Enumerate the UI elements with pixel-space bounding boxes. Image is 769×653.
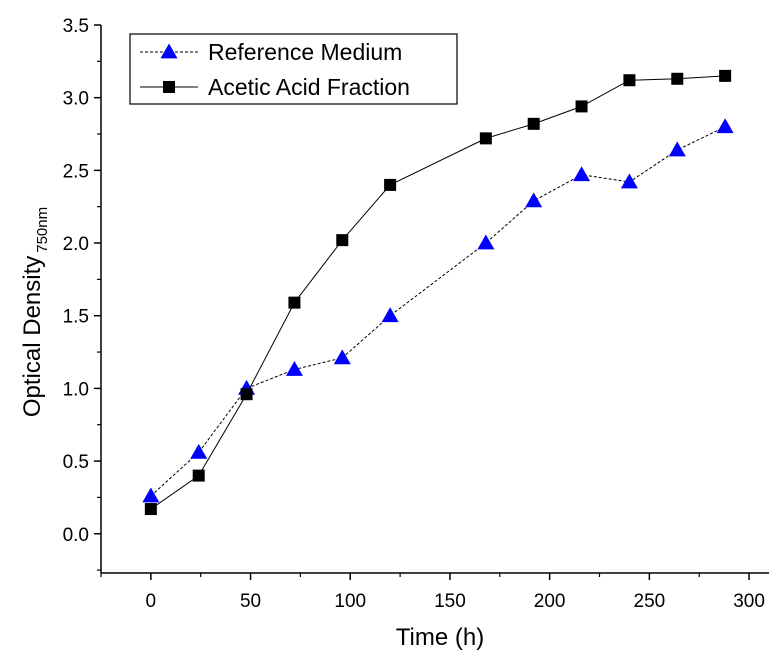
y-tick-label: 1.0 <box>63 379 89 400</box>
legend: Reference Medium Acetic Acid Fraction <box>129 33 458 105</box>
legend-label: Acetic Acid Fraction <box>208 74 410 100</box>
legend-label: Reference Medium <box>208 39 402 65</box>
y-tick-label: 2.0 <box>63 234 89 255</box>
y-axis-title-subscript: 750nm <box>34 207 51 253</box>
data-point <box>671 72 684 85</box>
x-tick-label: 0 <box>146 591 157 612</box>
y-tick-label: 2.5 <box>63 161 89 182</box>
data-point <box>525 192 543 208</box>
data-point <box>381 307 399 323</box>
series-line <box>150 75 726 510</box>
data-point <box>336 234 349 247</box>
y-tick-label: 1.5 <box>63 307 89 328</box>
x-tick-label: 50 <box>240 591 261 612</box>
x-tick-label: 100 <box>334 591 366 612</box>
data-point <box>240 388 253 401</box>
x-tick-label: 300 <box>733 591 765 612</box>
legend-item: Acetic Acid Fraction <box>140 74 410 100</box>
legend-marker <box>160 43 178 59</box>
legend-marker <box>163 81 175 93</box>
data-point <box>623 74 636 87</box>
data-point <box>575 100 588 113</box>
y-axis-title: Optical Density 750nm <box>19 207 51 417</box>
series-1 <box>142 118 734 503</box>
data-point <box>668 141 686 157</box>
y-tick-label: 3.0 <box>63 89 89 110</box>
data-point <box>477 234 495 250</box>
axes: 0.0 0.5 1.0 1.5 2.0 2.5 3.0 3.5 0 50 100 150 200 250 3… <box>63 16 769 612</box>
y-tick-label: 0.5 <box>63 452 89 473</box>
y-tick-label: 0.0 <box>63 525 89 546</box>
data-point <box>285 360 303 376</box>
data-point <box>479 132 492 145</box>
data-point <box>719 69 732 82</box>
data-point <box>527 117 540 130</box>
data-point <box>573 166 591 182</box>
x-tick-label: 250 <box>634 591 666 612</box>
data-point <box>620 173 638 189</box>
data-point <box>333 349 351 365</box>
series-layer <box>142 69 734 516</box>
series-2 <box>144 69 732 516</box>
data-point <box>142 487 160 503</box>
data-point <box>384 178 397 191</box>
series-line <box>150 126 726 497</box>
x-tick-label: 200 <box>534 591 566 612</box>
legend-item: Reference Medium <box>140 39 402 65</box>
x-tick-label: 150 <box>434 591 466 612</box>
y-axis-title-main: Optical Density <box>19 256 46 417</box>
y-tick-label: 3.5 <box>63 16 89 37</box>
x-axis-title: Time (h) <box>396 624 484 651</box>
data-point <box>288 296 301 309</box>
data-point <box>716 118 734 134</box>
data-point <box>192 469 205 482</box>
data-point <box>190 443 208 459</box>
legend-box <box>129 33 458 105</box>
data-point <box>144 503 157 516</box>
